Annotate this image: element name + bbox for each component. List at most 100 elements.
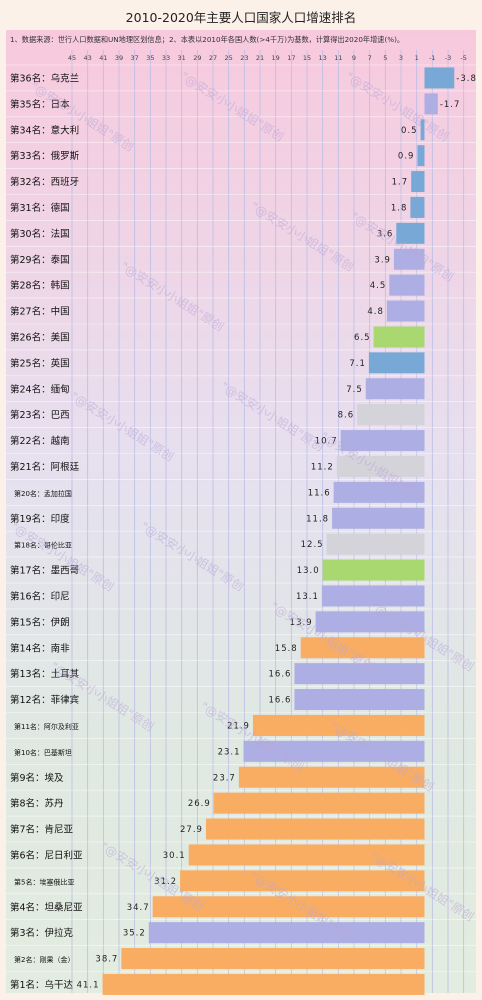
- x-tick-label: 19: [272, 54, 280, 62]
- value-label: 38.7: [95, 955, 118, 965]
- x-tick-label: 13: [319, 54, 327, 62]
- rank-label: 第9名：埃及: [10, 772, 64, 784]
- bar: [424, 93, 438, 115]
- x-tick-label: 7: [368, 54, 372, 62]
- x-tick-label: -5: [460, 54, 466, 62]
- value-label: 7.5: [346, 385, 363, 395]
- value-label: 3.9: [374, 255, 391, 265]
- bar: [417, 145, 425, 167]
- x-tick-label: 1: [415, 54, 419, 62]
- bar: [340, 430, 425, 452]
- rank-label: 第16名：印尼: [10, 590, 70, 602]
- chart-title: 2010-2020年主要人口国家人口增速排名: [126, 10, 357, 25]
- bar: [373, 326, 425, 348]
- bar: [121, 948, 425, 970]
- rank-label: 第31名：德国: [10, 202, 70, 214]
- value-label: 23.7: [213, 773, 236, 783]
- chart-note: 1、数据来源：世行人口数据和UN地理区划信息；2、本表以2010年各国人数(>4…: [10, 35, 404, 44]
- bar: [396, 222, 425, 244]
- value-label: 1.8: [391, 203, 408, 213]
- x-tick-label: 17: [287, 54, 295, 62]
- bars: 第36名：乌克兰 -3.8 第35名：日本 -1.7 第34名：意大利 0.5 第33名：俄…: [10, 67, 477, 995]
- rank-label: 第29名：泰国: [10, 254, 70, 266]
- x-tick-label: 27: [209, 54, 217, 62]
- x-tick-label: 33: [162, 54, 170, 62]
- rank-label: 第35名：日本: [10, 98, 70, 110]
- bar: [386, 300, 425, 322]
- bar: [180, 870, 425, 892]
- rank-label: 第25名：英国: [10, 357, 70, 369]
- rank-label: 第32名：西班牙: [10, 176, 79, 188]
- value-label: 6.5: [354, 333, 371, 343]
- value-label: -3.8: [456, 74, 477, 84]
- value-label: 10.7: [315, 437, 338, 447]
- rank-label: 第27名：中国: [10, 306, 70, 318]
- rank-label: 第5名：埃塞俄比亚: [14, 877, 74, 886]
- rank-label: 第7名：肯尼亚: [10, 824, 74, 836]
- value-label: 21.9: [227, 721, 250, 731]
- x-tick-label: 23: [240, 54, 248, 62]
- bar: [357, 404, 425, 426]
- value-label: 30.1: [163, 851, 186, 861]
- rank-label: 第8名：苏丹: [10, 798, 64, 810]
- x-tick-label: 3: [399, 54, 403, 62]
- x-tick-label: 21: [256, 54, 264, 62]
- value-label: 0.5: [401, 126, 418, 136]
- bar: [326, 533, 425, 555]
- bar: [213, 792, 425, 814]
- x-tick-label: 43: [84, 54, 92, 62]
- rank-label: 第14名：南非: [10, 642, 70, 654]
- rank-label: 第34名：意大利: [10, 124, 79, 136]
- value-label: 11.8: [306, 514, 329, 524]
- bar: [333, 481, 425, 503]
- bar: [389, 274, 425, 296]
- value-label: 13.9: [290, 618, 313, 628]
- rank-label: 第2名：刚果（金）: [14, 955, 74, 964]
- value-label: 15.8: [275, 644, 298, 654]
- bar: [238, 766, 425, 788]
- value-label: -1.7: [440, 100, 461, 110]
- value-label: 13.0: [297, 566, 320, 576]
- rank-label: 第1名：乌干达: [10, 979, 74, 991]
- bar: [294, 663, 425, 685]
- rank-label: 第30名：法国: [10, 228, 70, 240]
- rank-label: 第3名：伊拉克: [10, 927, 74, 939]
- bar: [152, 896, 425, 918]
- value-label: 31.2: [154, 877, 177, 887]
- value-label: 12.5: [301, 540, 324, 550]
- bar: [205, 818, 425, 840]
- bar: [322, 559, 425, 581]
- rank-label: 第15名：伊朗: [10, 616, 70, 628]
- bar: [424, 67, 455, 89]
- x-tick-label: 29: [193, 54, 201, 62]
- x-tick-label: 11: [334, 54, 342, 62]
- value-label: 13.1: [296, 592, 319, 602]
- value-label: 16.6: [269, 670, 292, 680]
- bar: [294, 689, 425, 711]
- x-tick-label: 37: [131, 54, 139, 62]
- rank-label: 第11名：阿尔及利亚: [14, 722, 79, 731]
- rank-label: 第22名：越南: [10, 435, 70, 447]
- bar: [420, 119, 425, 141]
- x-tick-label: -1: [429, 54, 435, 62]
- x-tick-label: 45: [68, 54, 76, 62]
- value-label: 26.9: [188, 799, 211, 809]
- rank-label: 第18名：哥伦比亚: [14, 541, 72, 550]
- bar: [336, 455, 425, 477]
- rank-label: 第28名：韩国: [10, 280, 70, 292]
- x-tick-label: 39: [115, 54, 123, 62]
- value-label: 1.7: [392, 178, 409, 188]
- rank-label: 第10名：巴基斯坦: [14, 748, 72, 757]
- x-tick-label: 9: [352, 54, 356, 62]
- x-axis-ticks: 45 43 41 39 37 35 33 31 29 27 25 23 21 19 17 15 13 11 9 7 5 3…: [68, 54, 467, 62]
- value-label: 11.2: [311, 462, 334, 472]
- value-label: 16.6: [269, 696, 292, 706]
- rank-label: 第6名：尼日利亚: [10, 849, 83, 861]
- rank-label: 第36名：乌克兰: [10, 72, 79, 84]
- bar: [410, 196, 425, 218]
- value-label: 4.5: [370, 281, 387, 291]
- rank-label: 第17名：墨西哥: [10, 565, 79, 577]
- bar: [332, 507, 425, 529]
- rank-label: 第24名：缅甸: [10, 383, 70, 395]
